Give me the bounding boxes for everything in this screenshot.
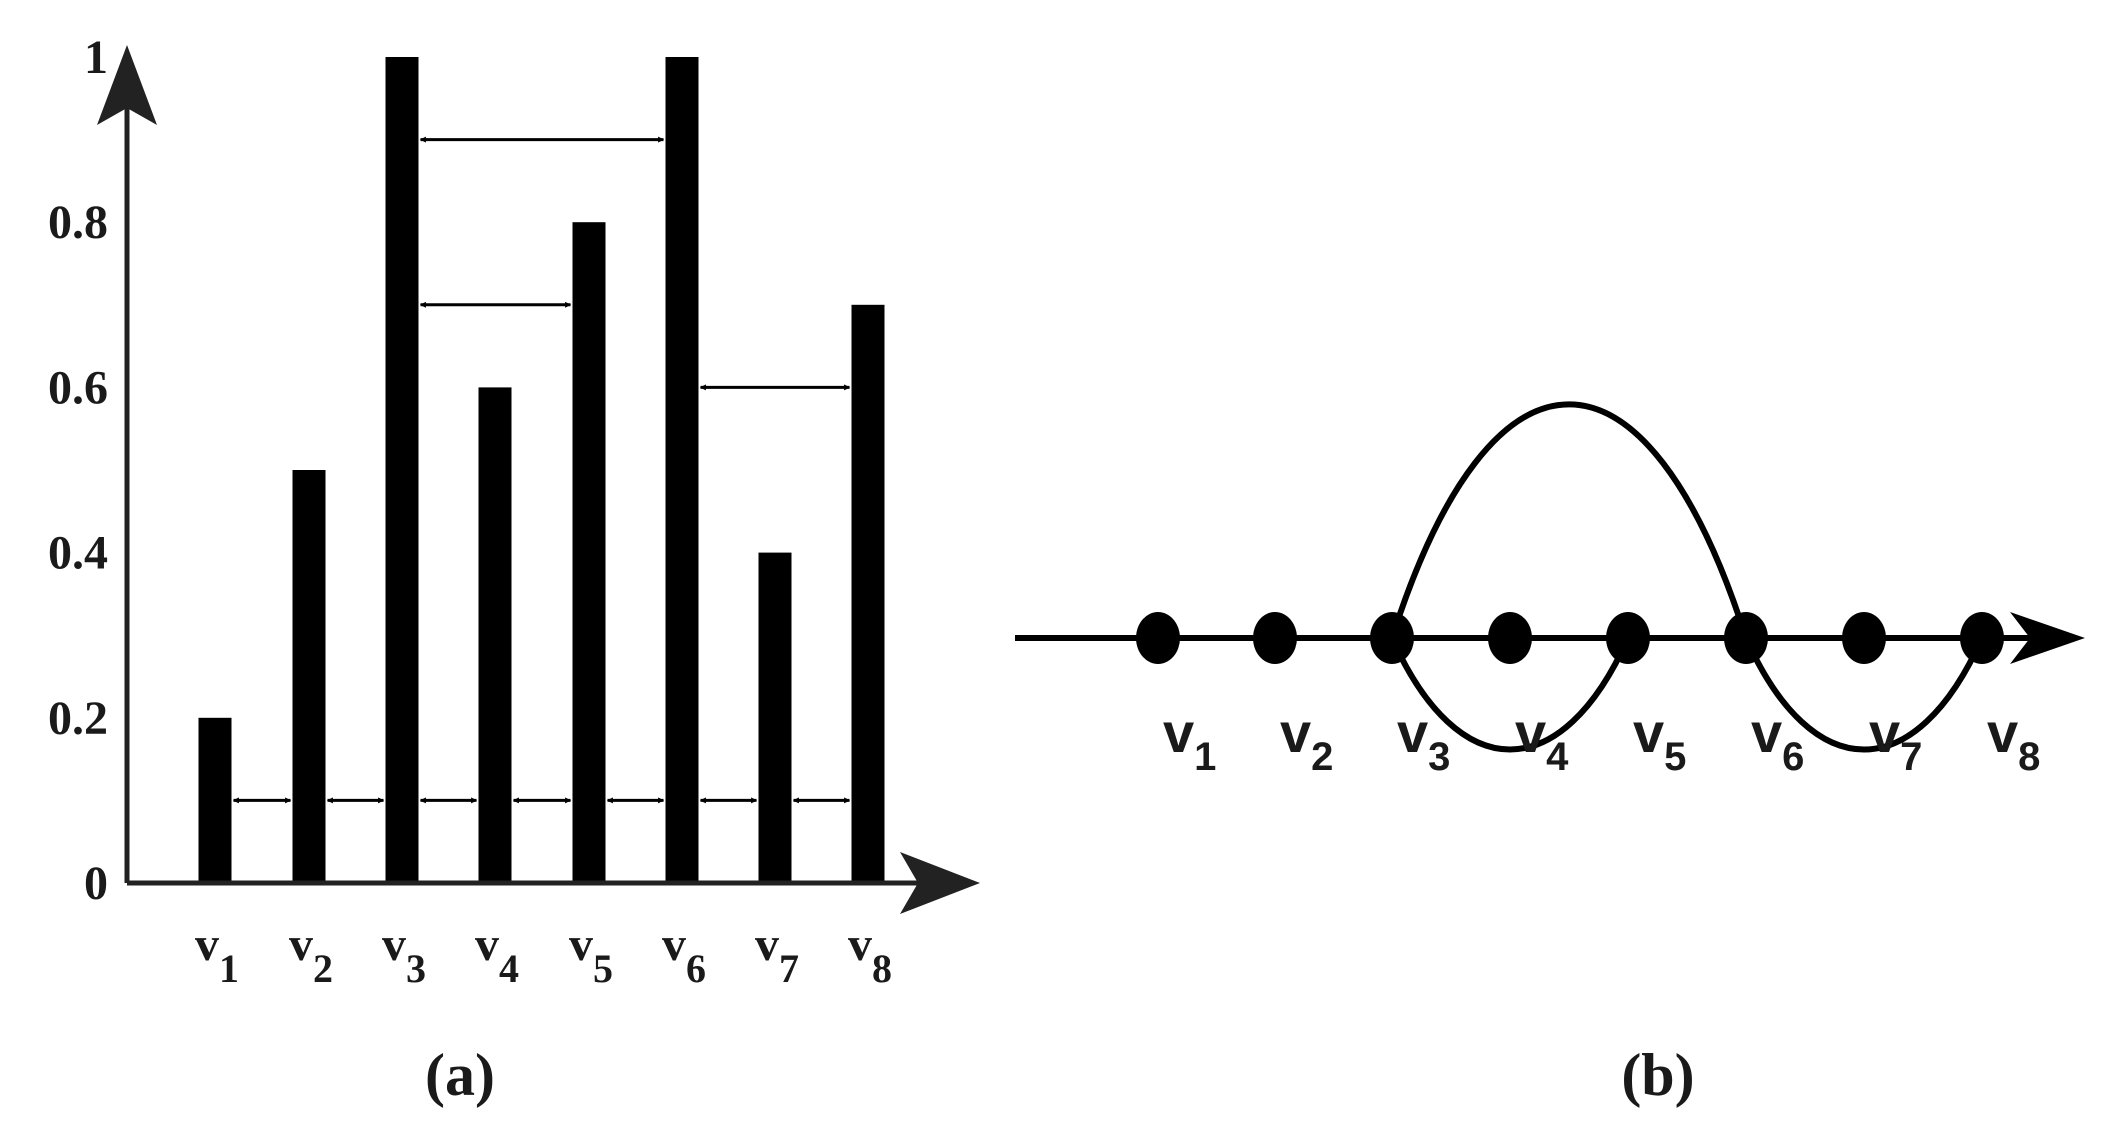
panel-b-visibility-graph: v1 v2 v3 v4 v5 v6 v7 v8 (b) [1015,401,2085,1108]
x-tick-label-v3: v3 [382,918,426,991]
x-tick-label-v5: v5 [569,918,613,991]
node-v1 [1136,612,1180,664]
y-axis-arrowhead [97,45,157,125]
x-tick-label-v2: v2 [289,918,333,991]
node-v5 [1606,612,1650,664]
x-axis-arrowhead [900,852,980,914]
y-tick-label: 1 [84,31,108,84]
bar-v5 [572,222,606,883]
node-label-v4: v4 [1515,701,1569,779]
arc-v6-v8 [1743,636,1985,753]
y-tick-label: 0.4 [48,527,108,580]
node-label-v6: v6 [1751,701,1804,779]
bar-v4 [478,387,512,883]
graph-baseline-arrowhead [2010,612,2085,664]
x-tick-label-v8: v8 [848,918,892,991]
node-v3 [1370,612,1414,664]
node-label-v8: v8 [1987,701,2040,779]
node-label-v3: v3 [1397,701,1450,779]
bar-v8 [851,304,885,883]
arc-v3-v5 [1389,636,1631,753]
graph-node-labels: v1 v2 v3 v4 v5 v6 v7 v8 [1163,701,2040,779]
x-tick-label-v4: v4 [475,918,519,991]
node-label-v7: v7 [1869,701,1922,779]
x-tick-label-v7: v7 [755,918,799,991]
y-tick-labels: 0 0.2 0.4 0.6 0.8 1 [48,31,108,910]
bar-v6 [665,57,699,883]
graph-nodes-group [1136,612,2004,664]
node-label-v2: v2 [1280,701,1333,779]
y-tick-label: 0.6 [48,361,108,414]
bars-group [198,57,885,883]
panel-b-caption: (b) [1621,1042,1694,1108]
bar-v3 [385,57,419,883]
node-v6 [1724,612,1768,664]
bar-v1 [198,717,232,883]
arc-v3-v6 [1389,401,1749,639]
node-label-v5: v5 [1633,701,1686,779]
node-v2 [1253,612,1297,664]
node-v8 [1960,612,2004,664]
panel-a-caption: (a) [425,1042,495,1108]
node-v7 [1842,612,1886,664]
x-tick-labels: v1 v2 v3 v4 v5 v6 v7 v8 [195,918,892,991]
visibility-arrows-group [232,136,851,804]
panel-a-bar-chart: 0 0.2 0.4 0.6 0.8 1 v1 v2 v3 v4 v5 v6 v7 v8 (a) [48,31,980,1108]
y-tick-label: 0.2 [48,692,108,745]
bar-v2 [292,470,326,883]
graph-arcs-group [1389,401,1985,753]
node-v4 [1488,612,1532,664]
bar-v7 [758,552,792,883]
x-tick-label-v6: v6 [662,918,706,991]
y-tick-label: 0.8 [48,196,108,249]
x-tick-label-v1: v1 [195,918,239,991]
y-tick-label: 0 [84,857,108,910]
node-label-v1: v1 [1163,701,1216,779]
